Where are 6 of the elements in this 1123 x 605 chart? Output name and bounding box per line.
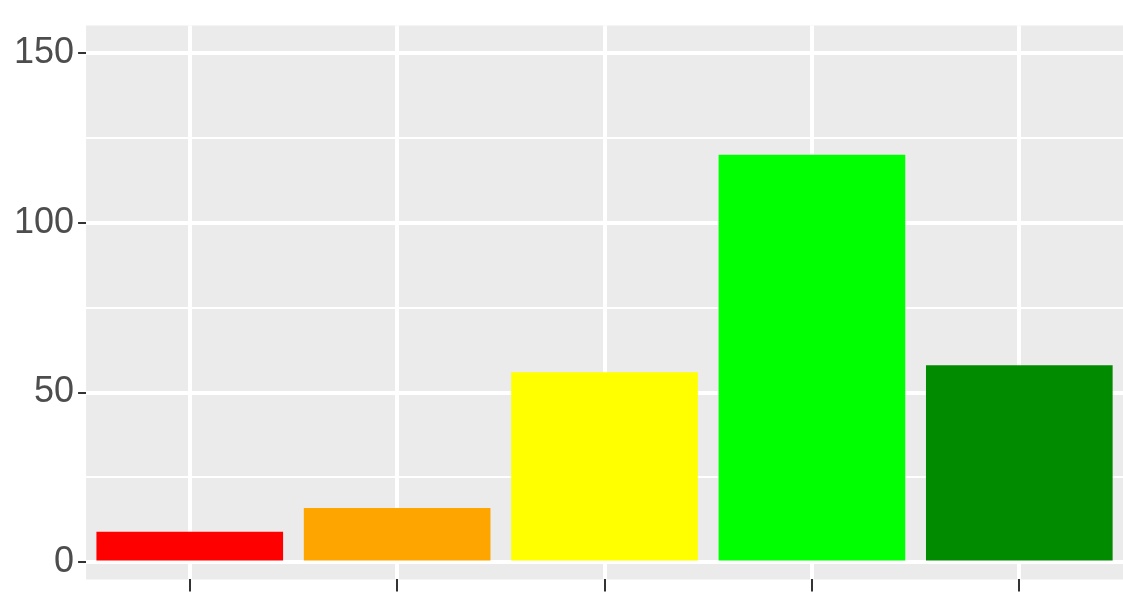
- bar: [303, 508, 491, 561]
- bar: [96, 531, 284, 561]
- y-tick-label: 50: [34, 369, 75, 411]
- y-tick-label: 150: [13, 29, 75, 71]
- y-tick-label: 100: [13, 199, 75, 241]
- y-tick-label: 0: [54, 539, 75, 581]
